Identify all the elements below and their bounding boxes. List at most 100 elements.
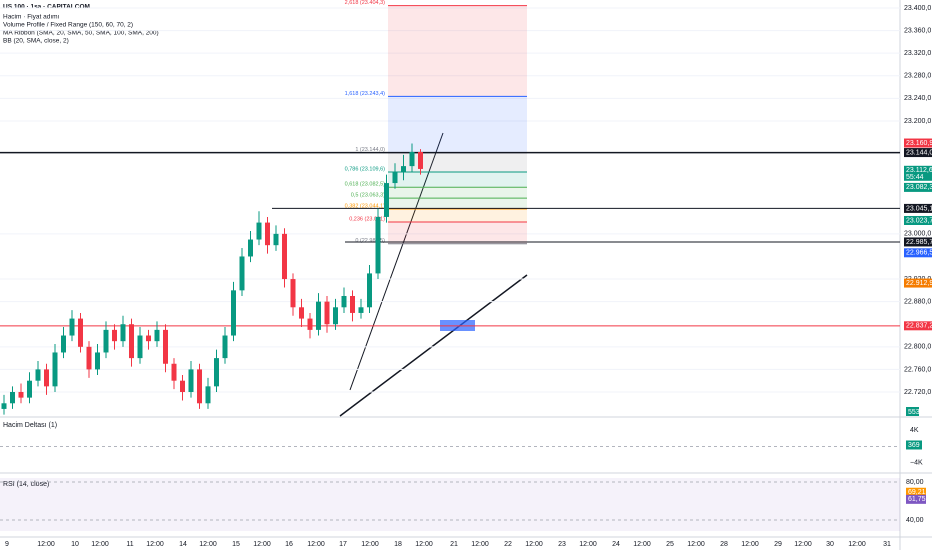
time-tick-label: 15	[232, 541, 240, 548]
candle-body	[180, 380, 185, 392]
price-tag-label: 23.082,3	[906, 184, 932, 191]
candle-body	[333, 307, 338, 325]
candle-body	[188, 369, 194, 392]
rsi-tag-label: 69,21	[908, 489, 926, 496]
candle-body	[103, 329, 109, 353]
candle-body	[146, 335, 151, 342]
fib-zone	[388, 198, 527, 209]
time-tick-label: 11	[126, 541, 133, 548]
price-tag	[904, 182, 932, 192]
time-tick-label: 12:00	[37, 541, 55, 548]
candle-body	[273, 233, 279, 246]
candle-body	[52, 352, 58, 387]
candle-body	[120, 324, 126, 342]
fib-zone	[388, 96, 527, 153]
price-tag-label: 23.160,9	[906, 140, 932, 147]
candle-body	[384, 183, 389, 217]
legend: US 100 · 1sa · CAPITALCOM Hacim · Fiyat …	[3, 4, 159, 45]
indicator-label: MA Ribbon (SMA, 20, SMA, 50, SMA, 100, S…	[3, 30, 159, 37]
time-tick-label: 24	[612, 541, 620, 548]
time-tick-label: 17	[339, 541, 347, 548]
indicator-label: Hacim · Fiyat adımı	[3, 14, 60, 21]
fib-zone	[388, 5, 527, 97]
time-tick-label: 18	[394, 541, 402, 548]
candle-body	[69, 318, 75, 336]
price-tag	[904, 248, 932, 258]
price-tick-label: 23.200,0	[904, 118, 931, 125]
time-tick-label: 25	[666, 541, 674, 548]
time-tick-label: 28	[720, 541, 728, 548]
fib-label: 1 (23.144,0)	[355, 147, 385, 153]
candle-body	[358, 307, 364, 313]
time-tick-label: 12:00	[633, 541, 651, 548]
price-tick-label: 23.360,0	[904, 27, 931, 34]
time-tick-label: 12:00	[415, 541, 433, 548]
time-tick-label: 23	[558, 541, 566, 548]
trend-line	[339, 274, 528, 417]
candle-body	[197, 369, 202, 404]
panel-title: RSI (14, close)	[3, 481, 49, 488]
price-tag-label: 22.912,9	[906, 280, 932, 287]
delta-tag	[906, 440, 922, 450]
candle-body	[10, 391, 15, 404]
candle-body	[95, 352, 100, 370]
candle-body	[409, 151, 415, 167]
candle-body	[18, 391, 24, 398]
candle-body	[341, 295, 347, 308]
time-tick-label: 12:00	[199, 541, 217, 548]
time-tick-label: 12:00	[794, 541, 812, 548]
candle-body	[307, 318, 313, 330]
candle-body	[61, 335, 66, 353]
candle-body	[44, 369, 49, 387]
time-tick-label: 22	[504, 541, 512, 548]
price-tag	[904, 321, 932, 331]
price-tick-label: 23.240,0	[904, 95, 931, 102]
fib-label: 0,5 (23.063,3)	[351, 193, 385, 199]
candle-body	[367, 273, 372, 308]
candle-body	[392, 171, 398, 184]
candle-body	[35, 369, 41, 381]
candle-body	[27, 380, 32, 398]
rsi-tag	[906, 494, 926, 504]
candle-body	[1, 403, 7, 409]
time-tick-label: 29	[774, 541, 782, 548]
candle-body	[163, 329, 168, 364]
time-tick-label: 16	[285, 541, 293, 548]
fib-zone	[388, 171, 527, 188]
candle-body	[222, 335, 228, 359]
price-tag	[904, 165, 932, 181]
price-tag-label: 23.045,1	[906, 205, 932, 212]
time-tick-label: 12:00	[91, 541, 109, 548]
candle-body	[316, 301, 321, 330]
price-tag	[904, 203, 932, 213]
candle-body	[282, 233, 287, 280]
price-tick-label: 23.280,0	[904, 73, 931, 80]
candle-body	[324, 301, 330, 325]
time-tick-label: 31	[883, 541, 891, 548]
indicator-label: BB (20, SMA, close, 2)	[3, 38, 69, 45]
rsi-tick-label: 80,00	[906, 479, 924, 486]
delta-tag-label: 369	[908, 442, 920, 449]
fib-label: 0,786 (23.109,6)	[345, 166, 386, 172]
time-tick-label: 12:00	[579, 541, 597, 548]
price-tick-label: 22.880,0	[904, 298, 931, 305]
candle-body	[231, 290, 236, 336]
fib-label: 1,618 (23.243,4)	[345, 91, 386, 97]
time-tick-label: 12:00	[361, 541, 379, 548]
time-tick-label: 12:00	[253, 541, 271, 548]
rsi-tick-label: 40,00	[906, 517, 924, 524]
price-tag	[904, 148, 932, 158]
price-tick-label: 23.400,0	[904, 5, 931, 12]
fib-label: 0 (22.982,5)	[355, 238, 385, 244]
candle-body	[129, 324, 134, 359]
price-tag-label: 22.966,5	[906, 250, 932, 257]
candle-body	[375, 216, 381, 274]
candle-body	[154, 329, 160, 342]
fib-zone	[388, 208, 527, 223]
rsi-tag	[906, 487, 926, 497]
fib-zone	[388, 187, 527, 199]
candle-body	[256, 222, 262, 240]
time-tick-label: 12:00	[471, 541, 489, 548]
price-tick-label: 22.760,0	[904, 366, 931, 373]
